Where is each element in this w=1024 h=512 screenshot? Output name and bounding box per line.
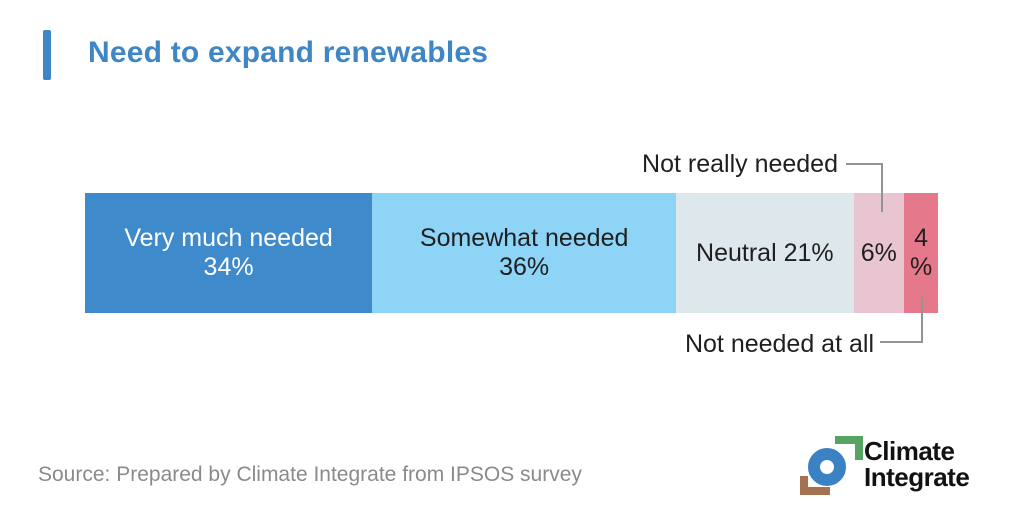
segment-label: 34%: [203, 253, 254, 281]
callout-label-not-really-needed: Not really needed: [642, 150, 838, 178]
bar-segment-neutral: Neutral 21%: [676, 193, 854, 313]
logo-corner-brown-icon: [800, 476, 830, 495]
climate-integrate-logo: Climate Integrate: [798, 430, 998, 500]
source-note: Source: Prepared by Climate Integrate fr…: [38, 463, 582, 486]
stacked-bar: Very much needed 34% Somewhat needed 36% Neu…: [85, 193, 938, 313]
segment-label: %: [909, 253, 933, 281]
logo-wordmark: Climate Integrate: [864, 436, 970, 492]
callout-line-top: [846, 163, 883, 212]
bar-segment-somewhat-needed: Somewhat needed 36%: [372, 193, 677, 313]
segment-label: Very much needed: [124, 224, 333, 252]
logo-wordmark-line1: Climate: [864, 436, 955, 466]
bar-segment-very-much-needed: Very much needed 34%: [85, 193, 373, 313]
logo-wordmark-line2: Integrate: [864, 462, 970, 492]
segment-label: Somewhat needed: [419, 224, 629, 252]
logo-corner-green-icon: [835, 436, 863, 460]
bar-segment-not-needed-at-all: 4%: [904, 193, 938, 313]
logo-circle-icon: [808, 448, 846, 486]
callout-label-not-needed-at-all: Not needed at all: [684, 330, 874, 358]
segment-label: 36%: [499, 253, 550, 281]
chart-title: Need to expand renewables: [88, 36, 489, 69]
segment-label: Neutral 21%: [696, 238, 834, 267]
segment-label: 4: [914, 224, 929, 252]
segment-label: 6%: [860, 238, 897, 267]
bar-segment-not-really-needed: 6%: [853, 193, 905, 313]
callout-line-bottom: [880, 297, 923, 343]
logo-mark-icon: [798, 430, 864, 497]
title-accent-bar: [43, 30, 51, 80]
